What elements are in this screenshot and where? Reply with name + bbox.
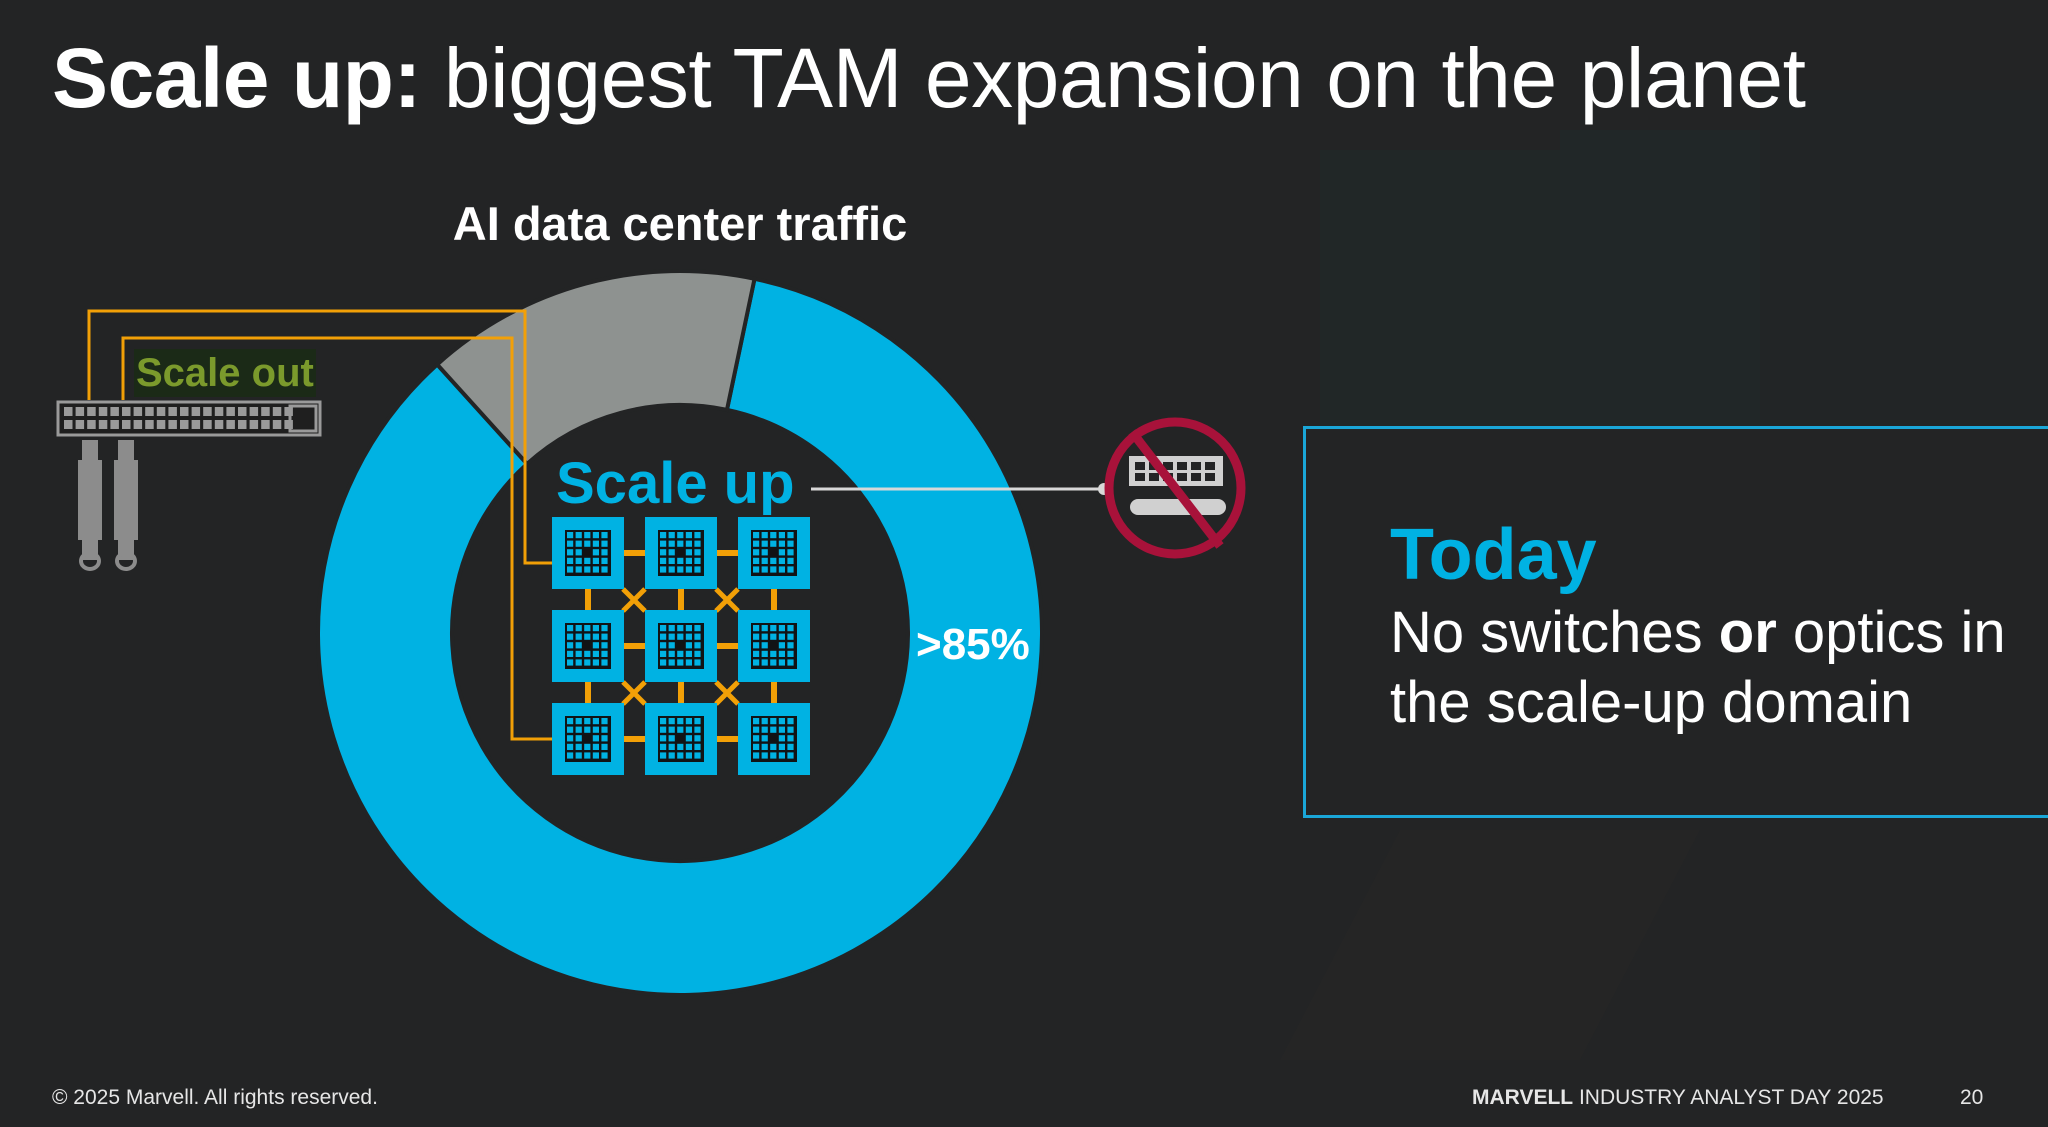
no-switch-no-optics-icon — [1104, 417, 1246, 559]
footer-brand: MARVELL — [1472, 1086, 1574, 1109]
switch-port — [145, 407, 154, 416]
switch-port — [122, 420, 131, 429]
switch-port — [180, 407, 189, 416]
switch-port — [156, 407, 166, 416]
switch-port — [156, 420, 166, 429]
switch-port — [133, 420, 143, 429]
page-number: 20 — [1960, 1086, 1984, 1109]
switch-port — [214, 420, 224, 429]
today-callout-box — [1303, 426, 2048, 818]
switch-port — [249, 407, 259, 416]
footer-event: MARVELL INDUSTRY ANALYST DAY 2025 — [1472, 1086, 1884, 1110]
switch-port — [64, 407, 73, 416]
slide-title: Scale up: biggest TAM expansion on the p… — [52, 28, 1806, 128]
switch-port — [272, 420, 282, 429]
xpu-chip-icon — [645, 610, 717, 682]
switch-port — [168, 407, 177, 416]
switch-port — [64, 420, 73, 429]
switch-port — [133, 407, 143, 416]
switch-port — [191, 407, 201, 416]
switch-port — [226, 407, 235, 416]
xpu-chip-icon — [645, 517, 717, 589]
xpu-chip-icon — [738, 610, 810, 682]
mesh-cross — [621, 680, 647, 706]
switch-port — [110, 407, 119, 416]
switch-port — [249, 420, 259, 429]
mesh-cross — [714, 680, 740, 706]
switch-port — [203, 407, 212, 416]
copyright: © 2025 Marvell. All rights reserved. — [52, 1086, 378, 1109]
mesh-cross — [621, 587, 647, 613]
scale-out-links — [87, 309, 553, 741]
donut-slice-scale-up — [316, 276, 1044, 997]
switch-port — [191, 420, 201, 429]
switch-port — [272, 407, 282, 416]
optical-transceiver-icon — [78, 440, 138, 571]
switch-port — [87, 407, 96, 416]
switch-port — [226, 420, 235, 429]
today-body-2: optics in the scale-up domain — [1390, 600, 2006, 735]
switch-port — [168, 420, 177, 429]
xpu-chip-icon — [738, 703, 810, 775]
switch-port — [238, 407, 247, 416]
footer-event-name: INDUSTRY ANALYST DAY 2025 — [1573, 1086, 1884, 1109]
donut-slice-scale-out — [434, 269, 757, 467]
switch-port — [203, 420, 212, 429]
switch-port — [110, 420, 119, 429]
scale-up-label: Scale up — [556, 451, 795, 516]
switch-port — [214, 407, 224, 416]
scale-out-label: Scale out — [134, 349, 316, 397]
xpu-chip-icon — [645, 703, 717, 775]
switch-port — [145, 420, 154, 429]
today-body: No switches or optics in the scale-up do… — [1390, 598, 2030, 738]
donut-chart — [316, 269, 1044, 997]
slide-title-bold: Scale up: — [52, 31, 421, 125]
switch-port — [75, 407, 85, 416]
xpu-chip-icon — [552, 703, 624, 775]
today-body-bold: or — [1718, 600, 1777, 665]
xpu-chip-icon — [552, 610, 624, 682]
today-heading: Today — [1390, 515, 1597, 595]
chart-title: AI data center traffic — [452, 197, 908, 250]
switch-port — [261, 407, 270, 416]
scale-up-share-label: >85% — [916, 620, 1030, 669]
switch-port — [180, 420, 189, 429]
xpu-chip-icon — [552, 517, 624, 589]
switch-port — [98, 407, 108, 416]
xpu-chip-icon — [738, 517, 810, 589]
slide-title-rest: biggest TAM expansion on the planet — [420, 31, 1806, 125]
switch-port — [98, 420, 108, 429]
today-body-1: No switches — [1390, 600, 1719, 665]
mesh-cross — [714, 587, 740, 613]
switch-port — [122, 407, 131, 416]
switch-uplink-port — [288, 404, 318, 433]
switch-port — [75, 420, 85, 429]
switch-port — [261, 420, 270, 429]
switch-icon — [56, 400, 322, 437]
xpu-mesh — [552, 517, 810, 775]
switch-port — [87, 420, 96, 429]
switch-port — [238, 420, 247, 429]
